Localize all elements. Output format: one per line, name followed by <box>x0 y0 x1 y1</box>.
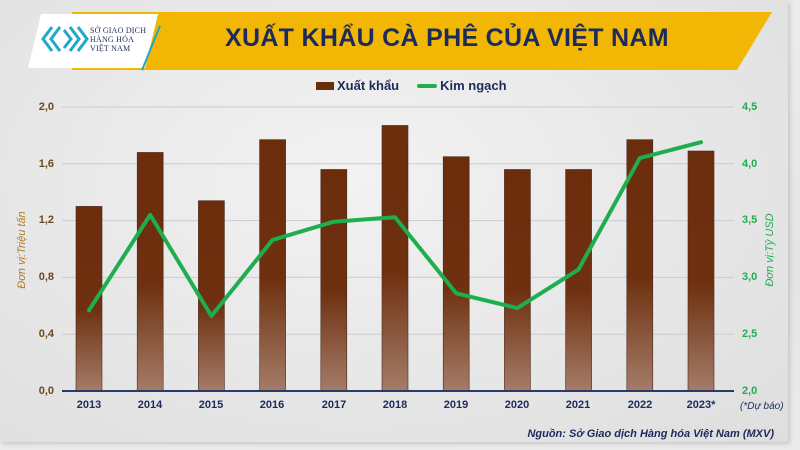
x-tick: 2017 <box>321 399 347 411</box>
legend-bar-swatch <box>316 81 334 90</box>
left-tick: 2,0 <box>38 101 54 113</box>
x-tick: 2015 <box>198 399 224 411</box>
x-tick: 2021 <box>565 399 591 411</box>
chart-title: XUẤT KHẨU CÀ PHÊ CỦA VIỆT NAM <box>225 24 669 52</box>
right-tick: 2,0 <box>742 385 758 397</box>
bar <box>442 156 470 392</box>
bar-series <box>75 125 715 392</box>
left-tick: 0,8 <box>38 271 54 283</box>
legend: Xuất khẩu Kim ngạch <box>316 78 507 93</box>
right-tick: 4,0 <box>742 158 758 170</box>
logo-icon <box>41 26 89 52</box>
left-tick: 0,4 <box>38 328 54 340</box>
x-tick: 2020 <box>504 399 530 411</box>
bar <box>504 169 531 392</box>
legend-line-swatch <box>417 83 438 88</box>
bar <box>136 152 164 392</box>
source-credit: Nguồn: Sở Giao dịch Hàng hóa Việt Nam (M… <box>527 428 774 440</box>
right-tick: 3,0 <box>742 271 758 283</box>
logo-text: SỞ GIAO DỊCH HÀNG HÓA VIỆT NAM <box>90 26 146 53</box>
x-tick: 2013 <box>76 399 102 411</box>
right-tick: 3,5 <box>742 214 758 226</box>
x-tick: 2019 <box>443 399 469 411</box>
logo-card <box>28 14 158 68</box>
right-tick: 4,5 <box>742 101 758 113</box>
x-tick: 2018 <box>382 399 408 411</box>
line-series <box>87 140 703 318</box>
x-tick: 2022 <box>627 399 653 411</box>
forecast-note: (*Dự báo) <box>740 401 784 412</box>
bar <box>259 139 286 392</box>
left-tick: 1,2 <box>38 214 54 226</box>
bar <box>626 139 654 392</box>
x-tick: 2016 <box>259 399 285 411</box>
bar <box>687 150 715 392</box>
title-banner <box>72 12 772 70</box>
bar <box>320 169 348 392</box>
bar <box>381 125 409 392</box>
bar <box>565 169 592 392</box>
left-tick: 1,6 <box>38 158 54 170</box>
right-axis-label: Đơn vị:Tỷ USD <box>764 213 776 287</box>
logo-line-2: HÀNG HÓA <box>90 35 135 44</box>
right-tick: 2,5 <box>742 328 758 340</box>
left-tick: 0,0 <box>38 385 54 397</box>
legend-bar-label: Xuất khẩu <box>337 78 400 93</box>
bar <box>198 200 225 392</box>
logo-line-3: VIỆT NAM <box>90 44 131 53</box>
x-tick: 2014 <box>137 399 163 411</box>
left-axis-label: Đơn vị:Triệu tấn <box>16 211 28 289</box>
x-tick: 2023* <box>686 399 716 411</box>
legend-line-label: Kim ngạch <box>440 78 507 93</box>
logo-line-1: SỞ GIAO DỊCH <box>90 26 147 35</box>
